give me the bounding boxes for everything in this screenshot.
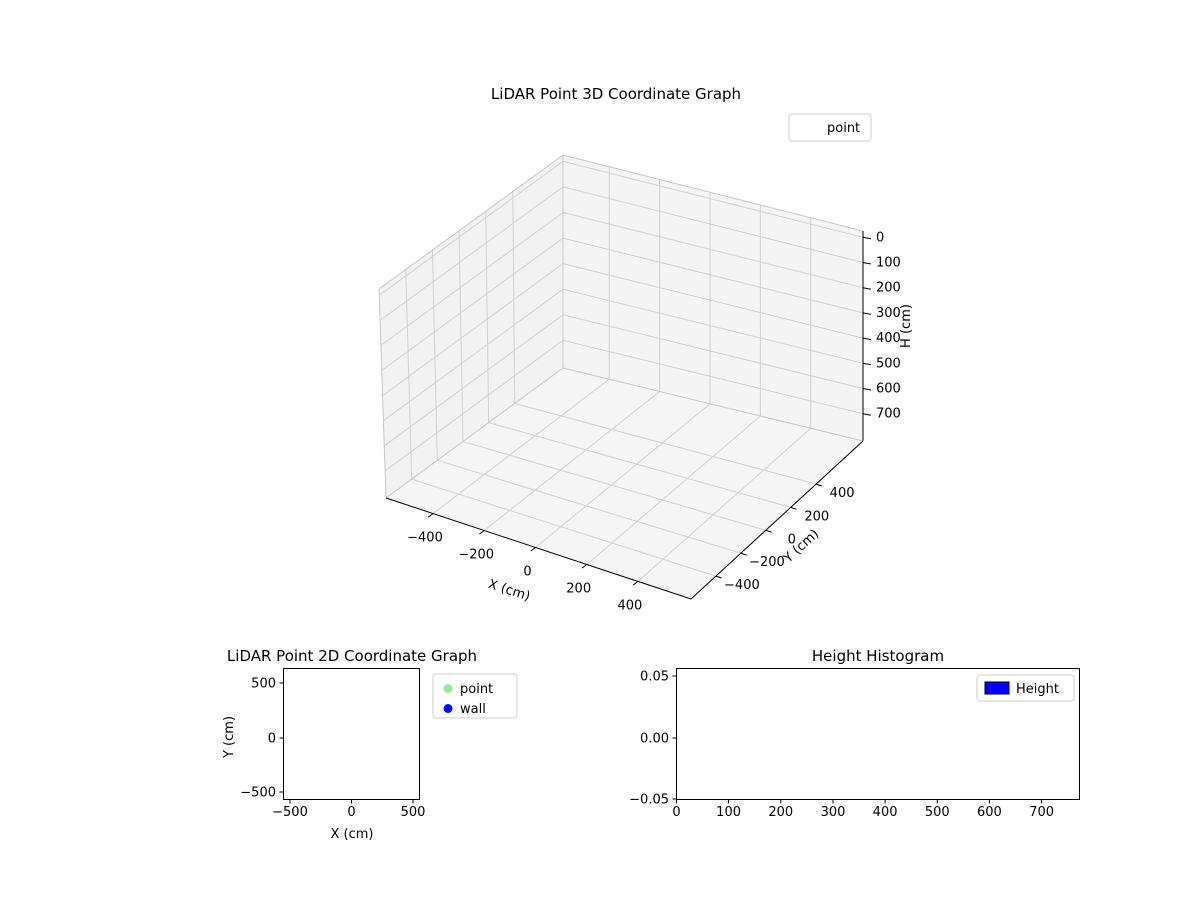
y-axis-tick-marks <box>715 483 822 579</box>
x-tick-label: 400 <box>617 598 642 613</box>
y-tick-label: 400 <box>830 486 855 501</box>
x-tick-label: 0 <box>523 565 531 580</box>
h-tick-label: 500 <box>876 356 901 371</box>
y-tick-label: −500 <box>240 786 276 801</box>
y-tick-label: 0 <box>788 532 796 547</box>
plot-2d-axes-frame <box>283 668 420 800</box>
y-axis-line <box>690 440 864 600</box>
pane-right-wall <box>563 155 863 441</box>
x-tick-label: 200 <box>566 582 591 597</box>
plot-3d-x-axis-label: X (cm) <box>486 577 532 605</box>
x-tick-label: 500 <box>401 805 426 820</box>
legend-label-height: Height <box>1016 682 1059 697</box>
legend-frame <box>788 113 872 142</box>
histogram-legend[interactable]: Height <box>976 674 1075 702</box>
y-tick-label: −0.05 <box>629 793 669 808</box>
grid-right-wall-x <box>608 166 812 429</box>
legend-label-point: point <box>827 121 860 136</box>
x-tick-label: −400 <box>407 531 443 546</box>
axes-box-edges <box>378 154 864 499</box>
y-tick-label: 0 <box>268 732 276 747</box>
x-axis-tick-marks <box>427 513 639 586</box>
pane-left-wall <box>379 155 563 498</box>
plot-3d-title: LiDAR Point 3D Coordinate Graph <box>491 85 741 103</box>
x-tick-label: 600 <box>977 805 1002 820</box>
plot-3d: LiDAR Point 3D Coordinate Graph −400 −20… <box>378 85 914 613</box>
x-tick-label: 0 <box>347 805 355 820</box>
x-tick-label: 300 <box>821 805 846 820</box>
x-tick-label: 200 <box>768 805 793 820</box>
legend-marker-wall <box>443 704 453 713</box>
h-tick-label: 600 <box>876 382 901 397</box>
plot-2d-x-tick-marks <box>289 799 414 804</box>
x-tick-label: −500 <box>272 805 308 820</box>
plot-3d-h-axis-label: H (cm) <box>899 304 914 348</box>
plot-3d-legend[interactable]: point <box>788 113 872 142</box>
legend-marker-point <box>443 684 453 693</box>
legend-frame <box>432 673 518 719</box>
y-tick-label: 500 <box>251 677 276 692</box>
x-axis-line <box>385 497 692 600</box>
plot-2d-y-axis-label: Y (cm) <box>222 716 237 759</box>
grid-floor-y <box>411 403 817 577</box>
x-tick-label: −200 <box>458 548 494 563</box>
histogram-x-tick-marks <box>676 799 1043 804</box>
grid-left-wall-y <box>405 191 516 480</box>
legend-swatch-height <box>984 681 1010 695</box>
h-tick-label: 300 <box>876 306 901 321</box>
y-tick-label: 0.00 <box>640 732 669 747</box>
histogram-y-tick-marks <box>672 675 677 800</box>
x-tick-label: 500 <box>925 805 950 820</box>
plot-2d-x-axis-label: X (cm) <box>331 827 374 842</box>
y-tick-label: −200 <box>749 555 785 570</box>
legend-label-point: point <box>460 682 493 697</box>
legend-label-wall: wall <box>460 702 486 717</box>
h-tick-label: 100 <box>876 256 901 271</box>
plot-2d-legend[interactable]: point wall <box>432 673 518 719</box>
grid-right-wall-h <box>562 160 864 415</box>
h-tick-label: 0 <box>876 230 884 245</box>
plot-2d-y-tick-marks <box>279 682 284 793</box>
plot-histogram: Height Histogram 0 100 200 300 400 500 6… <box>629 647 1080 820</box>
h-tick-label: 200 <box>876 281 901 296</box>
plot-2d-title: LiDAR Point 2D Coordinate Graph <box>227 647 477 665</box>
grid-floor-x <box>432 378 812 582</box>
x-tick-label: 0 <box>672 805 680 820</box>
y-tick-label: −400 <box>724 578 760 593</box>
y-tick-label: 0.05 <box>640 670 669 685</box>
x-tick-label: 700 <box>1029 805 1054 820</box>
grid-left-wall-h <box>378 160 564 472</box>
h-tick-label: 400 <box>876 331 901 346</box>
pane-floor <box>386 368 863 599</box>
x-tick-label: 100 <box>716 805 741 820</box>
h-axis-tick-marks <box>862 236 872 416</box>
h-tick-label: 700 <box>876 407 901 422</box>
plot-3d-y-axis-label: Y (cm) <box>780 527 822 567</box>
histogram-title: Height Histogram <box>812 647 944 665</box>
x-tick-label: 400 <box>873 805 898 820</box>
y-tick-label: 200 <box>804 509 829 524</box>
plot-2d: LiDAR Point 2D Coordinate Graph −500 0 5… <box>222 647 518 842</box>
